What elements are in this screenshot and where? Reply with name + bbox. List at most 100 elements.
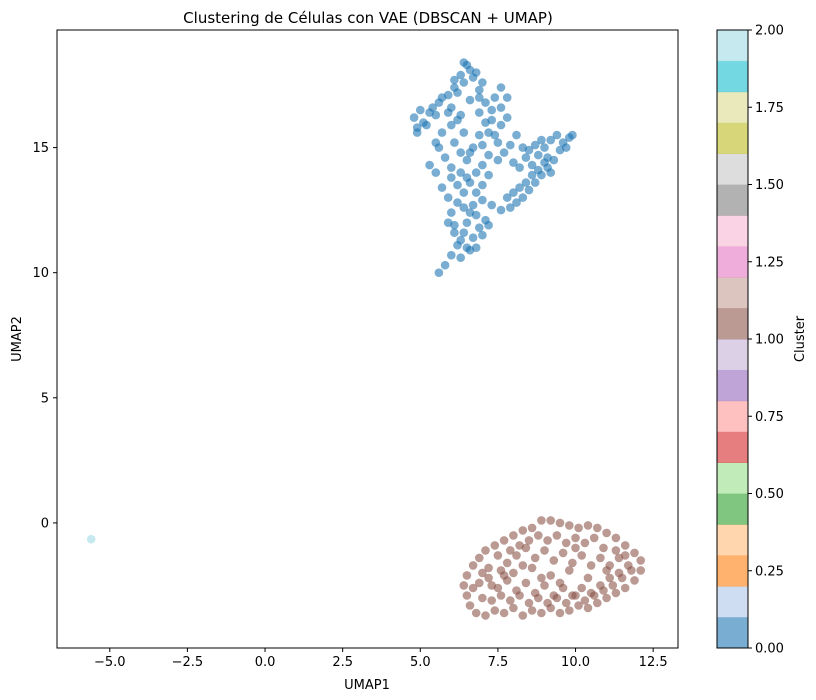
data-point-cluster-1 bbox=[605, 573, 614, 583]
data-point-cluster-0 bbox=[496, 205, 506, 215]
data-point-cluster-1 bbox=[468, 561, 478, 570]
data-point-cluster-1 bbox=[611, 588, 621, 598]
data-point-cluster-0 bbox=[515, 163, 524, 172]
data-point-cluster-0 bbox=[459, 203, 469, 212]
data-point-cluster-1 bbox=[499, 608, 509, 618]
data-point-cluster-1 bbox=[561, 538, 571, 548]
data-point-cluster-0 bbox=[447, 120, 456, 130]
data-point-cluster-1 bbox=[627, 566, 636, 575]
data-point-cluster-0 bbox=[462, 155, 472, 165]
data-point-cluster-1 bbox=[518, 526, 528, 535]
data-point-cluster-0 bbox=[530, 178, 540, 187]
data-point-cluster-1 bbox=[577, 583, 586, 593]
colorbar-segment bbox=[717, 215, 748, 247]
data-point-cluster-0 bbox=[534, 165, 543, 175]
data-point-cluster-0 bbox=[527, 160, 537, 170]
data-point-cluster-0 bbox=[465, 65, 475, 75]
chart-title: Clustering de Células con VAE (DBSCAN + … bbox=[183, 9, 553, 27]
data-point-cluster-0 bbox=[462, 218, 472, 227]
data-point-cluster-1 bbox=[571, 543, 580, 553]
data-point-cluster-1 bbox=[552, 593, 562, 603]
data-point-cluster-1 bbox=[565, 606, 574, 615]
data-point-cluster-0 bbox=[540, 158, 549, 167]
data-point-cluster-1 bbox=[561, 598, 571, 608]
colorbar-segment bbox=[717, 153, 748, 185]
colorbar-tick-label: 0.75 bbox=[755, 410, 784, 425]
y-tick-label: 15 bbox=[32, 141, 49, 156]
colorbar-segment bbox=[717, 400, 748, 433]
data-point-cluster-0 bbox=[546, 168, 555, 177]
data-point-cluster-1 bbox=[599, 586, 608, 595]
data-point-cluster-0 bbox=[552, 130, 562, 140]
data-point-cluster-0 bbox=[496, 83, 506, 92]
data-point-cluster-1 bbox=[599, 543, 608, 553]
data-point-cluster-0 bbox=[496, 103, 506, 112]
data-point-cluster-0 bbox=[450, 228, 459, 237]
data-point-cluster-0 bbox=[434, 143, 444, 152]
plot-area: −5.0 −2.5 0.0 2.5 5.0 7.5 10.0 12.5 0 5 10 15 bbox=[32, 29, 679, 670]
data-point-cluster-0 bbox=[447, 103, 456, 112]
data-point-cluster-1 bbox=[481, 546, 490, 555]
data-point-cluster-1 bbox=[490, 541, 500, 550]
data-point-cluster-1 bbox=[499, 571, 509, 580]
colorbar-segment bbox=[717, 122, 748, 154]
colorbar-segment bbox=[717, 493, 748, 525]
data-point-cluster-1 bbox=[630, 548, 639, 558]
data-point-cluster-0 bbox=[450, 138, 459, 147]
data-point-cluster-0 bbox=[468, 200, 478, 210]
data-point-cluster-0 bbox=[506, 140, 515, 150]
data-point-cluster-1 bbox=[537, 516, 546, 525]
data-point-cluster-0 bbox=[419, 118, 428, 127]
data-point-cluster-0 bbox=[561, 143, 571, 152]
data-point-cluster-1 bbox=[620, 551, 630, 560]
data-point-cluster-1 bbox=[475, 553, 484, 563]
data-point-cluster-1 bbox=[543, 598, 552, 608]
y-tick-label: 10 bbox=[32, 266, 49, 281]
data-point-cluster-0 bbox=[502, 93, 512, 102]
data-point-cluster-0 bbox=[428, 103, 438, 112]
data-point-cluster-0 bbox=[524, 145, 534, 155]
colorbar-tick-label: 0.50 bbox=[755, 487, 784, 502]
data-point-cluster-0 bbox=[478, 160, 487, 170]
data-point-cluster-0 bbox=[412, 123, 422, 132]
data-point-cluster-1 bbox=[546, 516, 555, 525]
y-axis-label: UMAP2 bbox=[10, 316, 25, 362]
data-point-cluster-0 bbox=[496, 120, 506, 130]
data-point-cluster-1 bbox=[484, 563, 493, 573]
colorbar-ticks: 0.00 0.25 0.50 0.75 1.00 1.25 1.50 1.75 2.00 bbox=[748, 24, 784, 657]
data-point-cluster-0 bbox=[512, 130, 521, 140]
data-point-cluster-1 bbox=[593, 523, 602, 533]
data-point-cluster-1 bbox=[537, 573, 546, 583]
x-axis-label: UMAP1 bbox=[344, 678, 390, 693]
data-point-cluster-0 bbox=[475, 93, 484, 102]
data-point-cluster-1 bbox=[552, 531, 562, 540]
colorbar-segment bbox=[717, 431, 748, 463]
data-point-cluster-1 bbox=[527, 523, 537, 533]
data-point-cluster-0 bbox=[521, 153, 531, 162]
data-point-cluster-1 bbox=[518, 611, 528, 620]
data-point-cluster-1 bbox=[502, 558, 512, 568]
x-tick-label: 10.0 bbox=[561, 655, 590, 670]
colorbar-tick-label: 0.25 bbox=[755, 564, 784, 579]
colorbar-tick-label: 2.00 bbox=[755, 24, 784, 39]
data-point-cluster-0 bbox=[440, 153, 450, 162]
data-point-cluster-0 bbox=[509, 158, 518, 167]
data-point-cluster-1 bbox=[506, 546, 515, 555]
data-point-cluster-1 bbox=[540, 581, 549, 590]
data-point-cluster-0 bbox=[471, 188, 481, 197]
data-point-cluster-0 bbox=[453, 240, 462, 250]
data-point-cluster-1 bbox=[620, 583, 630, 593]
data-point-cluster-1 bbox=[534, 593, 543, 603]
data-point-cluster-0 bbox=[530, 140, 540, 150]
data-point-cluster-1 bbox=[509, 531, 518, 540]
data-point-cluster-1 bbox=[565, 566, 574, 575]
data-point-cluster-2 bbox=[86, 534, 96, 544]
data-point-cluster-1 bbox=[630, 576, 639, 585]
data-point-cluster-1 bbox=[602, 566, 611, 575]
data-point-cluster-0 bbox=[484, 170, 493, 180]
data-point-cluster-1 bbox=[462, 591, 472, 600]
data-point-cluster-1 bbox=[602, 528, 611, 538]
plot-frame bbox=[56, 29, 679, 649]
data-point-cluster-0 bbox=[546, 135, 555, 145]
